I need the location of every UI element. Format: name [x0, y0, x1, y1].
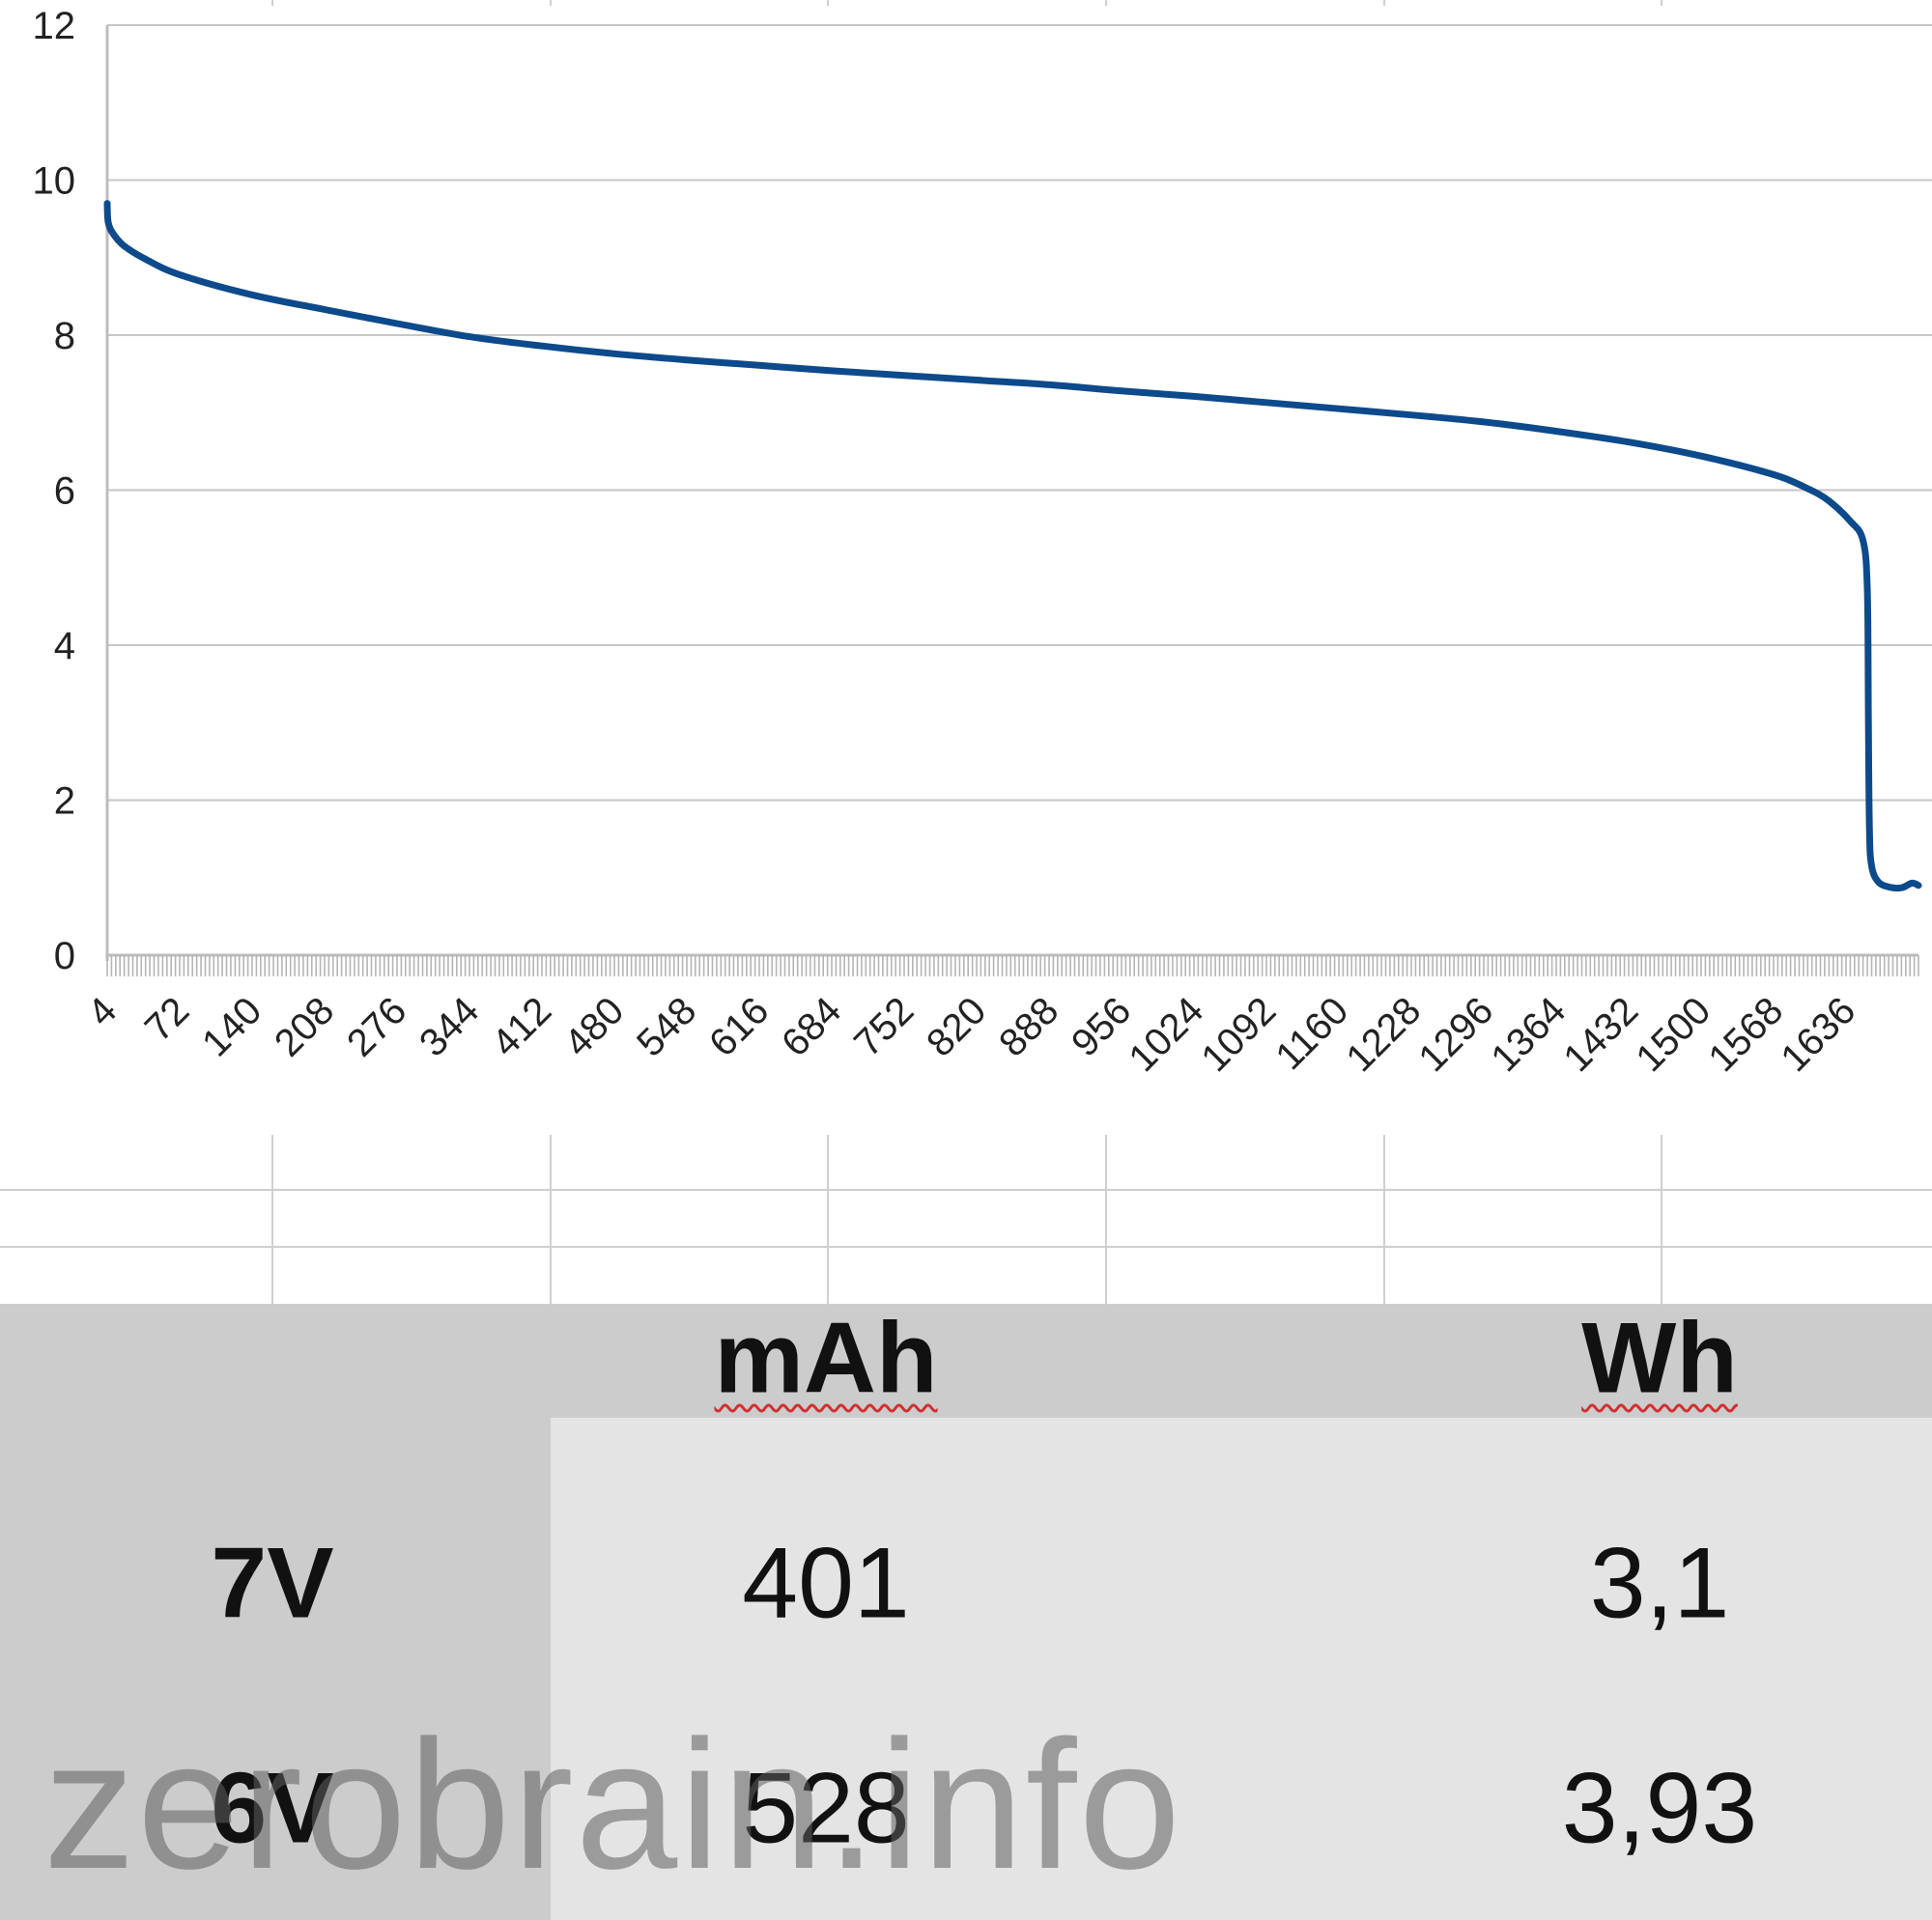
- x-tick-label: 1568: [1700, 989, 1791, 1080]
- x-tick-label: 208: [267, 989, 342, 1064]
- header-wh: Wh: [1581, 1302, 1738, 1415]
- chart-gridlines: [107, 0, 1932, 802]
- x-tick-label: 1228: [1338, 989, 1429, 1080]
- y-tick-label: 6: [54, 470, 75, 513]
- capacity-table: mAh Wh 7V 401 3,1 6V 528 3,93: [0, 1302, 1932, 1920]
- x-tick-label: 4: [80, 989, 126, 1034]
- y-tick-label: 4: [54, 625, 75, 667]
- chart-series: [103, 200, 1922, 892]
- x-tick-label: 1432: [1555, 989, 1646, 1080]
- y-tick-label: 2: [54, 780, 75, 823]
- row-label-6v: 6V: [211, 1752, 334, 1865]
- voltage-series-line: [103, 200, 1922, 892]
- spreadsheet-grid: [0, 1135, 1932, 1304]
- x-tick-label: 344: [412, 989, 487, 1064]
- x-axis-minor-ticks: [106, 955, 1919, 976]
- y-tick-label: 8: [54, 315, 75, 357]
- x-tick-label: 276: [339, 989, 414, 1064]
- x-tick-label: 480: [556, 989, 632, 1064]
- x-tick-label: 1092: [1193, 989, 1284, 1080]
- chart-axes: [105, 25, 1918, 961]
- x-tick-label: 548: [629, 989, 704, 1064]
- cell-6v-wh: 3,93: [1561, 1752, 1758, 1865]
- x-tick-label: 820: [919, 989, 994, 1064]
- x-tick-label: 1500: [1628, 989, 1719, 1080]
- cell-7v-wh: 3,1: [1589, 1527, 1730, 1640]
- x-tick-label: 752: [846, 989, 922, 1064]
- x-tick-label: 1364: [1483, 989, 1574, 1080]
- table-body-background: [551, 1418, 1932, 1920]
- cell-6v-mah: 528: [742, 1752, 910, 1865]
- x-tick-label: 1636: [1773, 989, 1863, 1080]
- x-axis-ticks: 4 721402082763444124805486166847528208889…: [80, 989, 1864, 1080]
- x-minor-tick-marks: [106, 955, 1919, 976]
- row-label-7v: 7V: [211, 1527, 334, 1640]
- x-tick-label: 1024: [1121, 989, 1211, 1080]
- x-tick-label: 888: [991, 989, 1066, 1064]
- y-tick-label: 0: [54, 935, 75, 977]
- y-tick-label: 10: [33, 160, 76, 203]
- x-tick-label: 140: [194, 989, 270, 1064]
- x-tick-label: 1160: [1267, 989, 1356, 1078]
- cell-7v-mah: 401: [742, 1527, 910, 1640]
- y-tick-label: 12: [33, 5, 76, 47]
- x-tick-label: 1296: [1410, 989, 1501, 1080]
- header-mah: mAh: [714, 1302, 938, 1415]
- x-tick-label: 412: [484, 989, 559, 1064]
- x-tick-label: 684: [774, 989, 849, 1064]
- x-tick-label: 616: [701, 989, 777, 1064]
- y-axis-ticks: 0 2 4 6 8 10 12: [33, 5, 76, 977]
- x-tick-label: 72: [137, 989, 198, 1050]
